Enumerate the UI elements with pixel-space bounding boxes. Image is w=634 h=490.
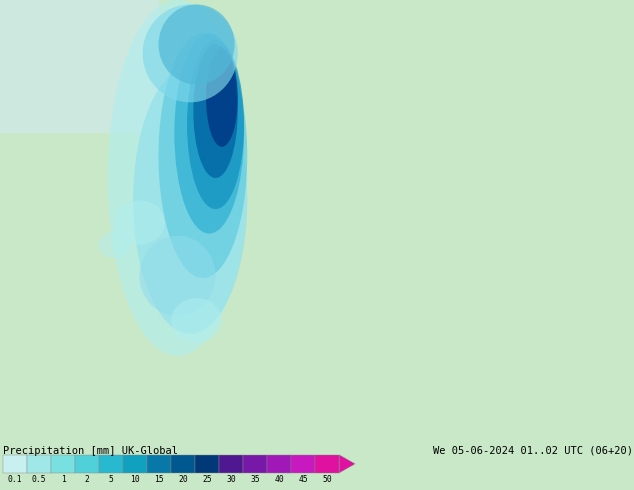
Bar (147, 455, 171, 473)
Text: 45: 45 (299, 475, 308, 484)
Text: 5: 5 (109, 475, 113, 484)
Bar (171, 455, 195, 473)
Ellipse shape (108, 0, 247, 356)
Text: 20: 20 (178, 475, 188, 484)
Text: 40: 40 (275, 475, 284, 484)
Text: 35: 35 (250, 475, 260, 484)
Bar (123, 455, 147, 473)
Bar (3, 455, 27, 473)
Text: 50: 50 (322, 475, 332, 484)
Ellipse shape (158, 33, 247, 278)
Bar (75, 455, 99, 473)
Bar (27, 455, 51, 473)
Bar (195, 455, 219, 473)
Text: 1: 1 (61, 475, 65, 484)
Text: 0.5: 0.5 (32, 475, 46, 484)
Text: 0.1: 0.1 (8, 475, 22, 484)
Ellipse shape (114, 200, 165, 245)
Ellipse shape (143, 4, 238, 102)
Text: 30: 30 (226, 475, 236, 484)
Text: 10: 10 (131, 475, 140, 484)
Bar (243, 455, 267, 473)
Ellipse shape (206, 49, 238, 147)
Ellipse shape (158, 4, 235, 85)
Ellipse shape (98, 231, 130, 258)
Text: 25: 25 (202, 475, 212, 484)
Text: We 05-06-2024 01..02 UTC (06+20): We 05-06-2024 01..02 UTC (06+20) (433, 446, 633, 456)
Bar (219, 455, 243, 473)
Text: 15: 15 (154, 475, 164, 484)
Bar (0, 0, 158, 133)
Text: Precipitation [mm] UK-Global: Precipitation [mm] UK-Global (3, 446, 178, 456)
Ellipse shape (139, 236, 216, 316)
Ellipse shape (174, 33, 244, 234)
Polygon shape (339, 455, 355, 473)
Text: 2: 2 (85, 475, 89, 484)
Ellipse shape (187, 40, 244, 209)
Bar (315, 455, 339, 473)
Bar (51, 455, 75, 473)
Bar (99, 455, 123, 473)
Bar (291, 455, 315, 473)
Ellipse shape (133, 67, 247, 334)
Ellipse shape (171, 298, 222, 343)
Ellipse shape (193, 45, 238, 178)
Bar (267, 455, 291, 473)
